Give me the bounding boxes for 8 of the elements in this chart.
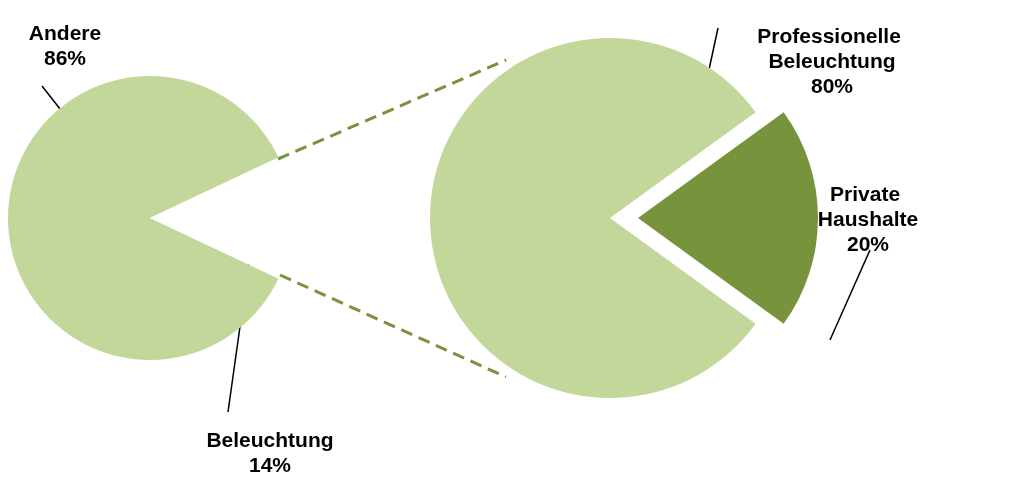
slice-label: Andere (28, 21, 102, 44)
data-label: 20% (846, 231, 890, 255)
slice-label: Private Haushalte (817, 181, 919, 230)
data-label: 86% (43, 46, 87, 69)
slice-label: Beleuchtung (206, 428, 334, 451)
slice-label: Professionelle Beleuchtung (757, 23, 907, 72)
data-label: 14% (248, 453, 292, 476)
data-label: 80% (810, 73, 854, 97)
